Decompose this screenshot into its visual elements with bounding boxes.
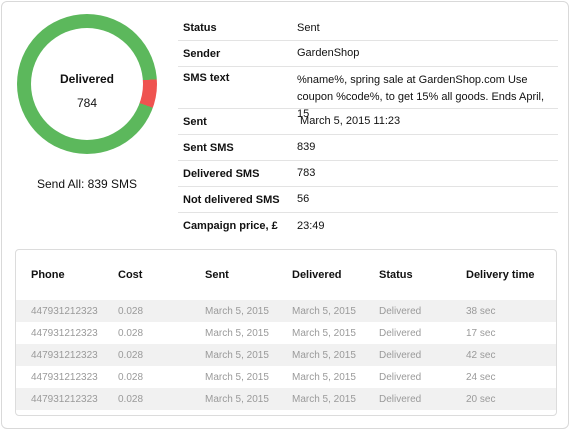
detail-label: SMS text [183,72,230,84]
cell-status: Delivered [379,393,422,405]
cell-sent: March 5, 2015 [205,305,269,317]
column-header-sent[interactable]: Sent [205,269,229,281]
send-all-summary: Send All: 839 SMS [36,177,138,191]
detail-value: Sent [297,21,320,34]
detail-value: 839 [297,141,316,153]
detail-row-sent: Sent March 5, 2015 11:23 [178,109,558,135]
detail-label: Sent SMS [183,141,234,154]
cell-phone: 447931212323 [31,371,98,383]
detail-row-sent-sms: Sent SMS 839 [178,135,558,161]
cell-status: Delivered [379,327,422,339]
cell-phone: 447931212323 [31,349,98,361]
table-row[interactable]: 447931212323 0.028 March 5, 2015 March 5… [16,388,556,410]
campaign-details: Status Sent Sender GardenShop SMS text %… [178,16,558,239]
cell-delivery-time: 17 sec [466,327,496,339]
detail-label: Campaign price, £ [183,220,278,232]
detail-label: Sent [183,115,207,128]
table-row[interactable]: 447931212323 0.028 March 5, 2015 March 5… [16,366,556,388]
detail-value: 56 [297,193,310,205]
cell-cost: 0.028 [118,349,144,361]
detail-value: %name%, spring sale at GardenShop.com Us… [297,74,545,120]
cell-delivered: March 5, 2015 [292,305,356,317]
column-header-status[interactable]: Status [379,269,413,281]
detail-row-not-delivered-sms: Not delivered SMS 56 [178,187,558,213]
cell-delivered: March 5, 2015 [292,393,356,405]
delivery-log-table: Phone Cost Sent Delivered Status Deliver… [15,249,557,416]
column-header-cost[interactable]: Cost [118,269,143,281]
cell-delivered: March 5, 2015 [292,349,356,361]
donut-hole [31,28,143,140]
cell-status: Delivered [379,305,422,317]
cell-sent: March 5, 2015 [205,393,269,405]
detail-row-delivered-sms: Delivered SMS 783 [178,161,558,187]
cell-phone: 447931212323 [31,327,98,339]
delivery-donut-chart [17,14,157,154]
cell-status: Delivered [379,371,422,383]
table-header: Phone Cost Sent Delivered Status Deliver… [16,250,556,300]
table-body: 447931212323 0.028 March 5, 2015 March 5… [16,300,556,410]
cell-delivery-time: 38 sec [466,305,496,317]
cell-delivery-time: 42 sec [466,349,496,361]
table-row[interactable]: 447931212323 0.028 March 5, 2015 March 5… [16,300,556,322]
cell-phone: 447931212323 [31,305,98,317]
detail-row-campaign-price: Campaign price, £ 23:49 [178,213,558,239]
table-row[interactable]: 447931212323 0.028 March 5, 2015 March 5… [16,322,556,344]
cell-sent: March 5, 2015 [205,327,269,339]
column-header-phone[interactable]: Phone [31,269,65,281]
donut-value: 784 [76,96,98,110]
cell-delivery-time: 24 sec [466,371,496,383]
detail-label: Sender [183,47,221,60]
detail-label: Status [183,22,217,34]
cell-phone: 447931212323 [31,393,98,405]
cell-cost: 0.028 [118,327,144,339]
detail-value: 783 [297,167,316,179]
cell-sent: March 5, 2015 [205,349,269,361]
cell-cost: 0.028 [118,371,144,383]
detail-value: March 5, 2015 11:23 [297,115,401,127]
detail-label: Delivered SMS [183,167,260,180]
table-row[interactable]: 447931212323 0.028 March 5, 2015 March 5… [16,344,556,366]
cell-delivery-time: 20 sec [466,393,496,405]
detail-value: 23:49 [297,219,325,232]
detail-value: GardenShop [297,47,360,59]
cell-status: Delivered [379,349,422,361]
detail-label: Not delivered SMS [183,193,280,206]
cell-cost: 0.028 [118,305,144,317]
cell-sent: March 5, 2015 [205,371,269,383]
column-header-delivered[interactable]: Delivered [292,269,342,281]
detail-row-sms-text: SMS text %name%, spring sale at GardenSh… [178,67,558,120]
detail-row-status: Status Sent [178,16,558,41]
detail-row-sender: Sender GardenShop [178,41,558,67]
cell-delivered: March 5, 2015 [292,327,356,339]
column-header-delivery-time[interactable]: Delivery time [466,269,535,281]
cell-delivered: March 5, 2015 [292,371,356,383]
donut-label: Delivered [59,72,115,86]
cell-cost: 0.028 [118,393,144,405]
